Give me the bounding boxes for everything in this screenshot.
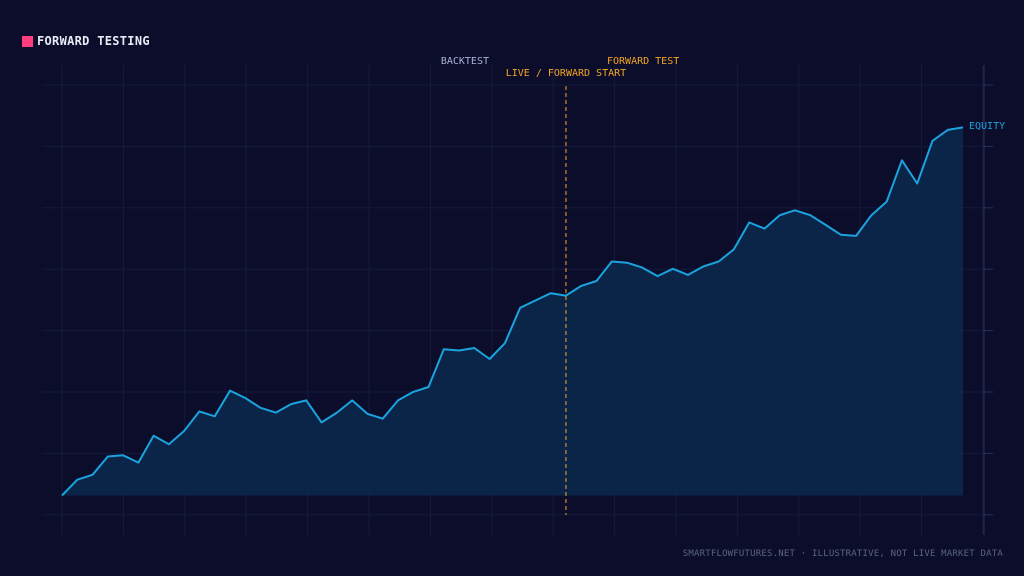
backtest-label: BACKTEST bbox=[441, 56, 489, 67]
forward-start-label: LIVE / FORWARD START bbox=[506, 68, 626, 79]
title-swatch-icon bbox=[22, 35, 33, 47]
equity-line bbox=[61, 126, 964, 497]
equity-series-label: EQUITY bbox=[969, 121, 1005, 132]
chart-title: FORWARD TESTING bbox=[22, 34, 150, 48]
forward-test-label: FORWARD TEST bbox=[607, 56, 679, 67]
right-axis bbox=[983, 65, 993, 535]
chart-title-text: FORWARD TESTING bbox=[37, 34, 150, 48]
equity-area-fill bbox=[62, 127, 963, 496]
footer-disclaimer: SMARTFLOWFUTURES.NET · ILLUSTRATIVE, NOT… bbox=[682, 549, 1003, 559]
